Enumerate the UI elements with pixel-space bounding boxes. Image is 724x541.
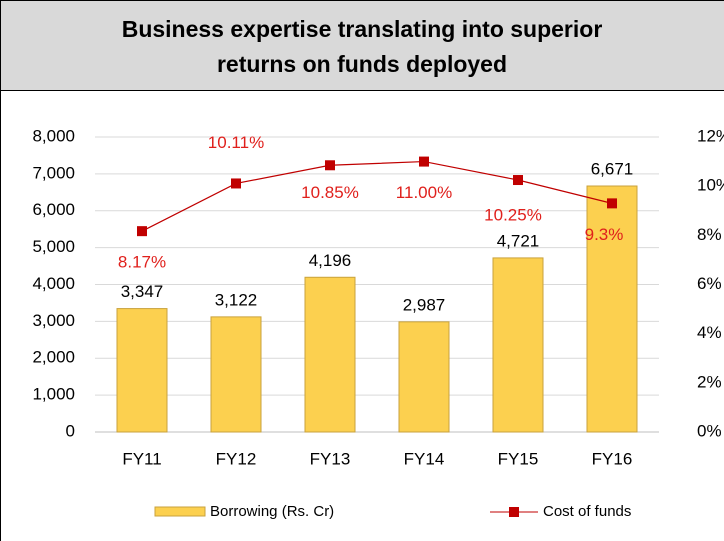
bar-label: 3,347	[121, 282, 164, 301]
y2-tick-label: 0%	[697, 421, 722, 440]
y-tick-label: 0	[66, 421, 75, 440]
line-label: 10.11%	[208, 133, 264, 152]
y-tick-label: 7,000	[32, 163, 75, 182]
x-tick-label: FY11	[122, 449, 161, 468]
bar	[210, 316, 262, 433]
bar-label: 3,122	[215, 290, 258, 309]
bar	[116, 308, 168, 433]
line-marker	[325, 160, 335, 171]
chart-title: Business expertise translating into supe…	[122, 16, 603, 42]
y-tick-label: 6,000	[32, 200, 75, 219]
x-tick-label: FY14	[404, 449, 445, 468]
x-tick-label: FY13	[310, 449, 351, 468]
bar-label: 6,671	[591, 159, 634, 178]
chart-title: returns on funds deployed	[217, 51, 507, 77]
y-tick-label: 8,000	[32, 126, 75, 145]
x-tick-label: FY12	[216, 449, 257, 468]
legend-marker	[509, 507, 519, 517]
y2-tick-label: 6%	[697, 274, 722, 293]
legend-label: Borrowing (Rs. Cr)	[210, 503, 334, 520]
y-tick-label: 3,000	[32, 311, 75, 330]
legend-label: Cost of funds	[543, 503, 631, 520]
line-label: 8.17%	[118, 253, 166, 272]
line	[141, 160, 613, 232]
line-label: 9.3%	[585, 225, 624, 244]
line-marker	[137, 226, 147, 237]
line-label: 11.00%	[396, 183, 452, 202]
line-marker	[231, 178, 241, 189]
x-tick-label: FY15	[498, 449, 539, 468]
bar-label: 4,721	[497, 231, 540, 250]
y2-tick-label: 8%	[697, 225, 722, 244]
y2-tick-label: 4%	[697, 323, 722, 342]
line-marker	[513, 175, 523, 186]
y-tick-label: 1,000	[32, 385, 75, 404]
bar	[304, 276, 356, 433]
line-label: 10.85%	[301, 183, 359, 202]
bar	[492, 257, 544, 433]
y-tick-label: 4,000	[32, 274, 75, 293]
legend-swatch	[154, 506, 206, 517]
line-marker	[607, 198, 617, 209]
bar	[398, 321, 450, 433]
title-box	[0, 0, 724, 91]
y-tick-label: 2,000	[32, 348, 75, 367]
y2-tick-label: 2%	[697, 372, 722, 391]
bar-label: 4,196	[309, 251, 352, 270]
line-marker	[419, 156, 429, 167]
y2-tick-label: 10%	[697, 176, 724, 195]
y-tick-label: 5,000	[32, 237, 75, 256]
line-label: 10.25%	[484, 206, 542, 225]
y2-tick-label: 12%	[697, 126, 724, 145]
x-tick-label: FY16	[592, 449, 633, 468]
bar	[586, 185, 638, 433]
bar-label: 2,987	[403, 295, 446, 314]
